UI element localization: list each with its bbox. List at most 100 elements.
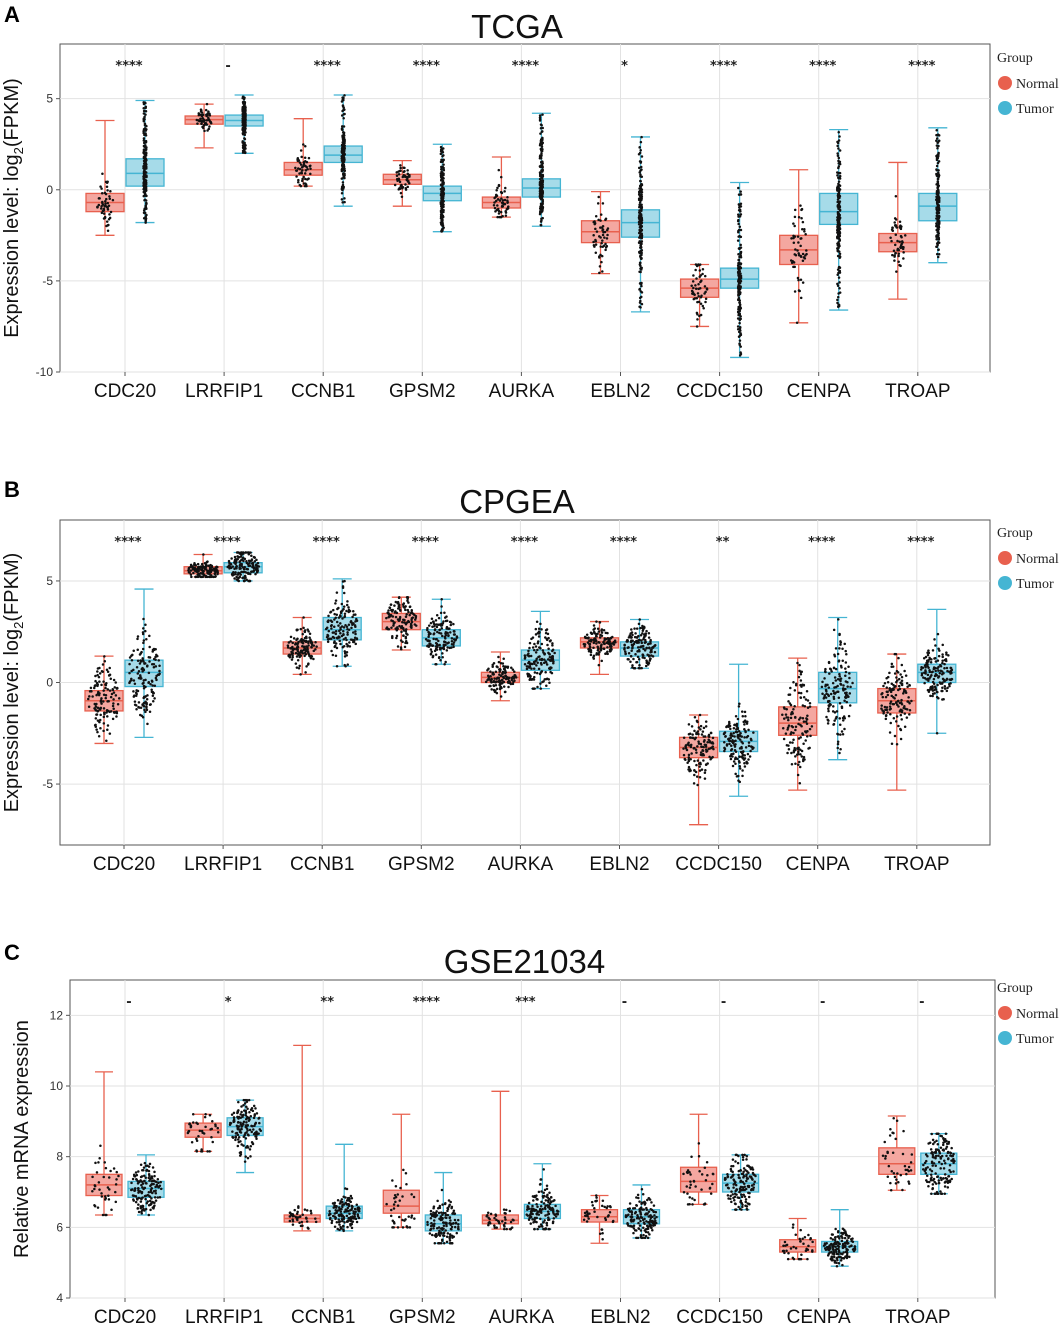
data-point <box>825 692 828 696</box>
data-point <box>937 191 940 194</box>
data-point <box>351 615 354 619</box>
data-point <box>434 647 438 651</box>
data-point <box>496 676 500 679</box>
data-point <box>803 257 807 260</box>
data-point <box>540 123 543 127</box>
data-point <box>640 168 643 171</box>
data-point <box>538 187 542 190</box>
data-point <box>198 573 201 577</box>
data-point <box>109 695 113 699</box>
data-point <box>808 701 812 705</box>
data-point <box>400 630 403 634</box>
data-point <box>94 725 98 729</box>
data-point <box>803 704 807 708</box>
data-point <box>729 744 733 748</box>
data-point <box>403 175 406 178</box>
data-point <box>703 777 707 780</box>
data-point <box>297 159 301 162</box>
normal-box-lrrfip1 <box>184 102 224 149</box>
data-point <box>806 706 810 710</box>
data-point <box>900 679 904 682</box>
data-point <box>540 184 543 187</box>
data-point <box>937 253 941 256</box>
data-point <box>921 666 925 670</box>
data-point <box>739 251 742 255</box>
data-point <box>837 171 840 175</box>
data-point <box>298 161 302 164</box>
data-point <box>207 127 211 131</box>
data-point <box>739 213 743 216</box>
data-point <box>235 575 238 579</box>
data-point <box>787 718 790 722</box>
data-point <box>801 759 805 763</box>
data-point <box>837 166 840 170</box>
data-point <box>798 663 801 667</box>
data-point <box>696 300 699 304</box>
data-point <box>394 600 398 604</box>
data-point <box>527 660 531 664</box>
data-point <box>152 699 155 703</box>
data-point <box>409 625 413 628</box>
data-point <box>736 264 740 267</box>
data-point <box>709 731 713 735</box>
data-point <box>739 228 743 232</box>
data-point <box>597 630 601 633</box>
data-point <box>142 101 145 104</box>
data-point <box>154 658 157 662</box>
data-point <box>593 222 596 226</box>
data-point <box>927 651 931 655</box>
data-point <box>393 183 397 187</box>
data-point <box>600 254 604 258</box>
data-point <box>840 706 844 710</box>
data-point <box>395 629 399 632</box>
data-point <box>732 760 736 763</box>
data-point <box>513 679 516 682</box>
data-point <box>402 629 406 632</box>
data-point <box>900 235 903 239</box>
data-point <box>97 735 101 738</box>
data-point <box>739 329 742 332</box>
data-point <box>135 707 138 711</box>
data-point <box>428 639 431 643</box>
data-point <box>795 321 799 325</box>
data-point <box>143 155 147 159</box>
data-point <box>413 613 416 617</box>
data-point <box>340 187 344 191</box>
data-point <box>404 623 408 626</box>
data-point <box>405 178 409 181</box>
data-point <box>399 626 403 630</box>
data-point <box>687 753 691 757</box>
data-points <box>424 597 459 666</box>
chart-title: CPGEA <box>459 483 575 520</box>
data-point <box>207 110 210 113</box>
data-point <box>837 266 841 269</box>
data-point <box>698 769 702 772</box>
data-point <box>341 181 345 184</box>
data-point <box>639 184 642 188</box>
data-point <box>737 774 740 778</box>
data-point <box>302 175 305 179</box>
data-point <box>342 605 346 608</box>
data-point <box>511 675 515 679</box>
data-point <box>836 244 840 247</box>
data-point <box>595 642 598 645</box>
data-point <box>698 713 702 717</box>
data-point <box>794 728 797 732</box>
data-point <box>347 606 350 609</box>
data-point <box>640 220 643 224</box>
data-point <box>739 732 742 735</box>
data-point <box>151 684 154 687</box>
data-point <box>794 762 797 765</box>
data-point <box>307 644 310 647</box>
data-point <box>888 731 892 734</box>
data-point <box>838 208 842 211</box>
data-point <box>443 616 447 619</box>
data-point <box>706 762 709 765</box>
data-point <box>88 690 92 693</box>
data-point <box>937 144 940 148</box>
data-point <box>334 616 337 619</box>
data-point <box>201 571 205 574</box>
data-point <box>235 578 239 581</box>
data-point <box>800 755 804 758</box>
data-point <box>139 677 142 680</box>
